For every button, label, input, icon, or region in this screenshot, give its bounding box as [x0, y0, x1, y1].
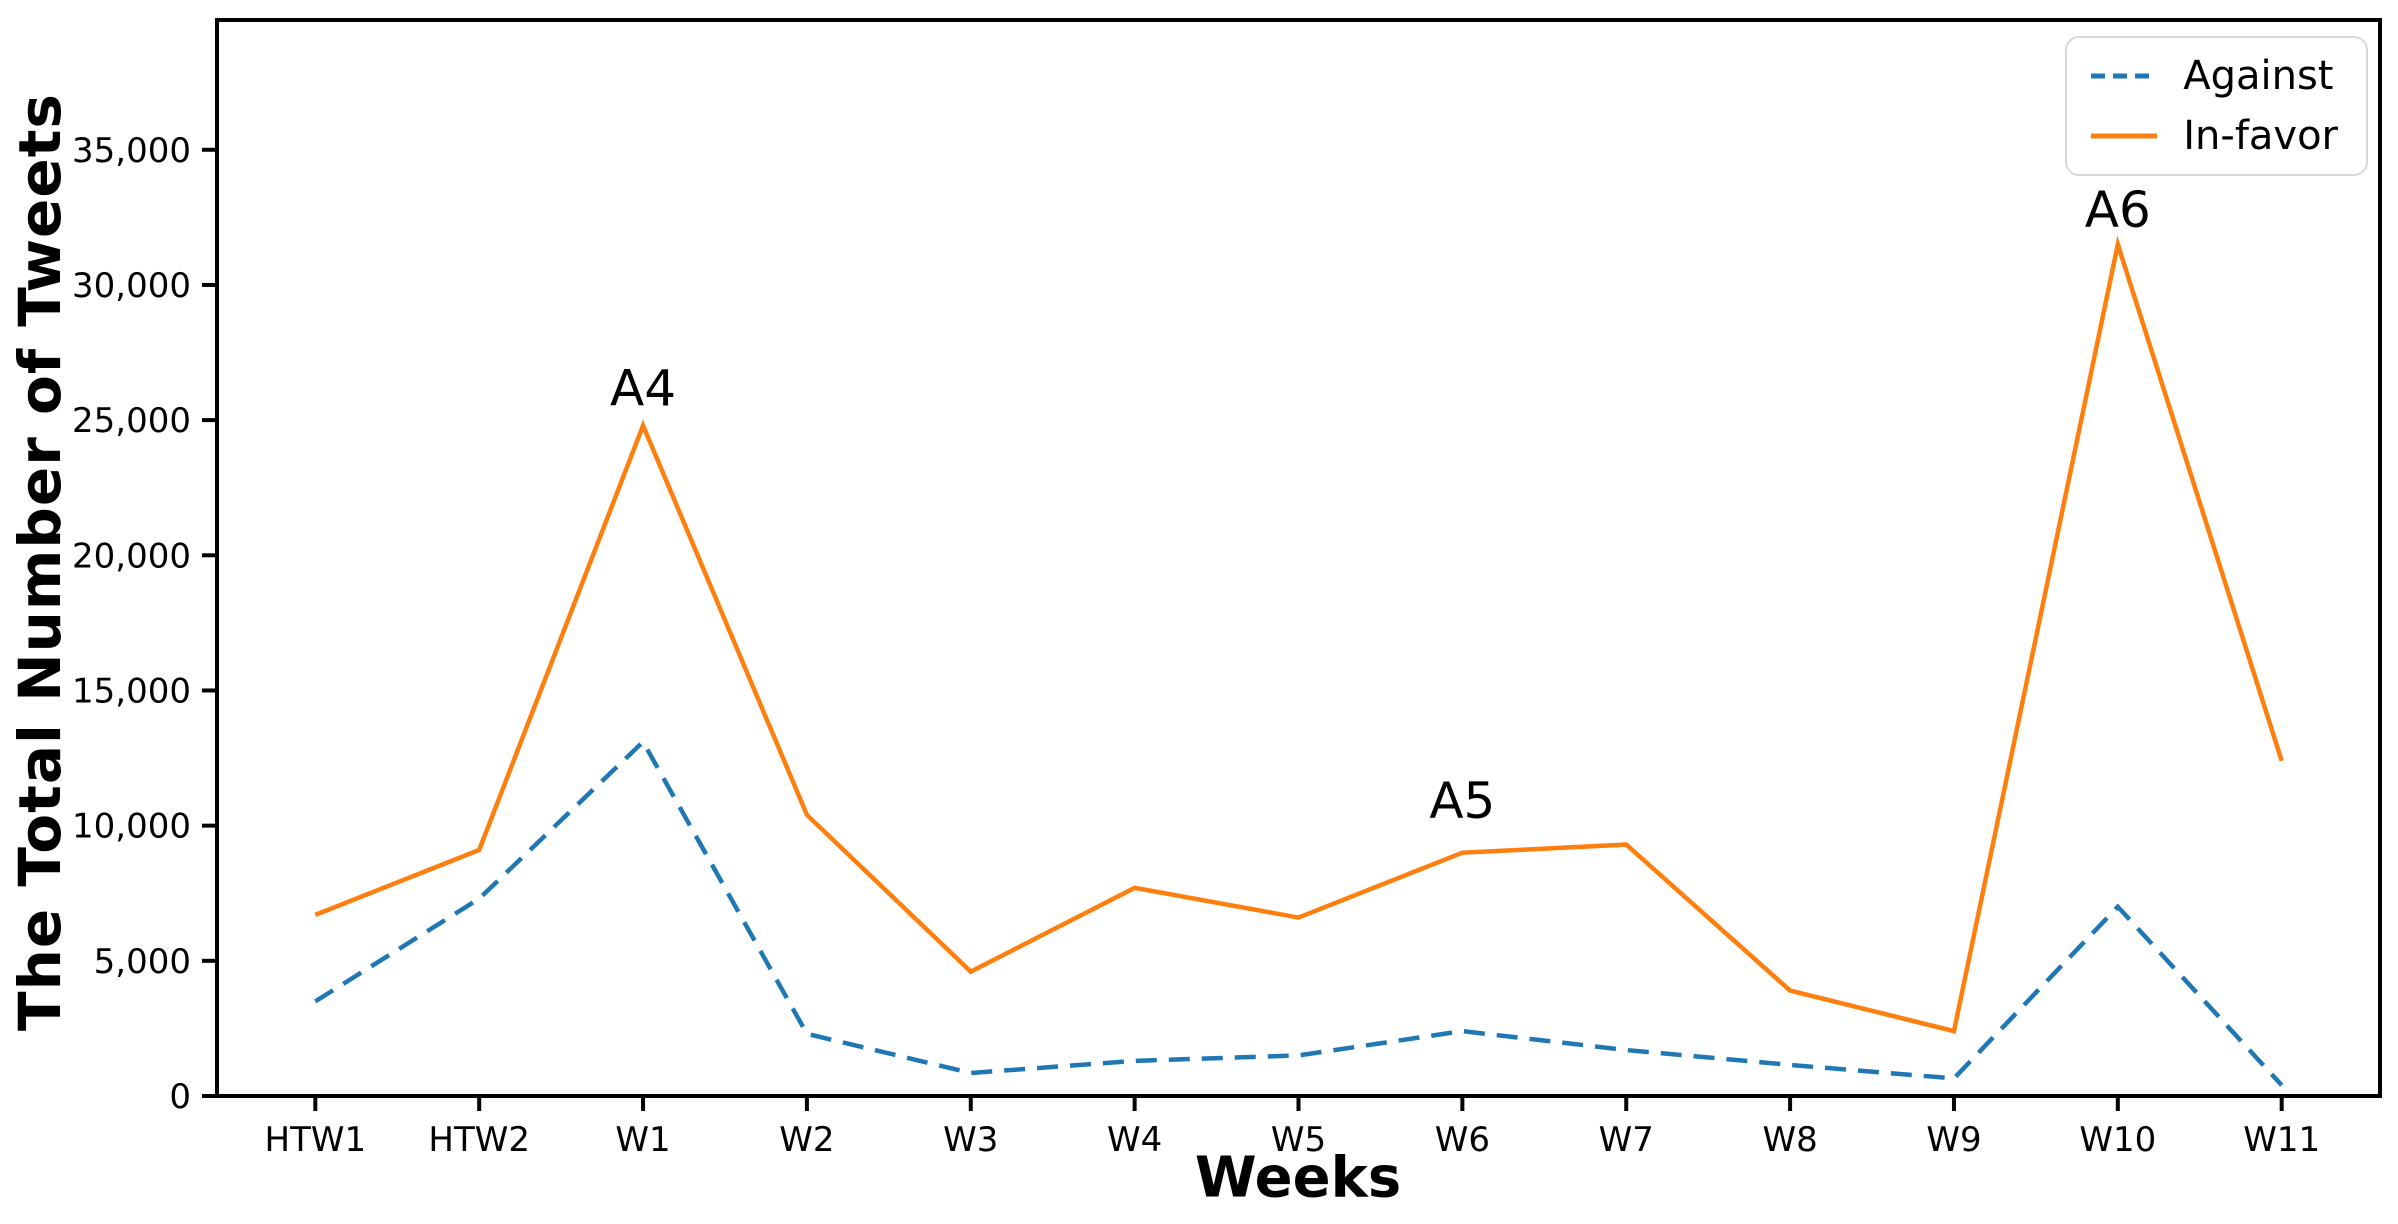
x-tick-label: W5: [1271, 1120, 1326, 1160]
plot-spines: [215, 18, 2382, 1098]
legend-label-against: Against: [2183, 53, 2334, 99]
x-tick-label: W10: [2079, 1120, 2156, 1160]
legend-item-in-favor: In-favor: [2089, 116, 2338, 156]
y-tick-label: 0: [169, 1077, 191, 1117]
legend-label-in-favor: In-favor: [2183, 113, 2338, 159]
y-tick-label: 30,000: [72, 266, 191, 306]
y-axis-label: The Total Number of Tweets: [6, 93, 74, 1031]
y-tick-label: 15,000: [72, 671, 191, 711]
y-tick-label: 20,000: [72, 536, 191, 576]
legend-line-solid-icon: [2091, 133, 2158, 139]
y-tick-label: 10,000: [72, 807, 191, 847]
legend-line-dashed-icon: [2091, 73, 2158, 79]
x-tick-label: W3: [943, 1120, 998, 1160]
x-tick-label: W7: [1599, 1120, 1654, 1160]
x-tick-label: W6: [1435, 1120, 1490, 1160]
y-tick-label: 5,000: [94, 942, 191, 982]
line-against: [314, 738, 2284, 1087]
annotation-a4: A4: [610, 360, 676, 418]
line-in-favor: [314, 235, 2284, 1034]
annotation-a5: A5: [1429, 772, 1495, 830]
x-tick-label: W8: [1762, 1120, 1817, 1160]
x-tick-label: W9: [1926, 1120, 1981, 1160]
x-tick-label: W4: [1107, 1120, 1162, 1160]
legend: Against In-favor: [2065, 36, 2368, 176]
x-tick-label: HTW2: [428, 1120, 530, 1160]
x-tick-label: W2: [779, 1120, 834, 1160]
x-tick-label: HTW1: [265, 1120, 367, 1160]
y-tick-label: 25,000: [72, 401, 191, 441]
x-axis-label: Weeks: [1194, 1145, 1402, 1211]
annotation-a6: A6: [2085, 181, 2151, 239]
legend-item-against: Against: [2089, 56, 2338, 96]
x-tick-label: W11: [2243, 1120, 2320, 1160]
y-tick-label: 35,000: [72, 131, 191, 171]
x-tick-label: W1: [615, 1120, 670, 1160]
